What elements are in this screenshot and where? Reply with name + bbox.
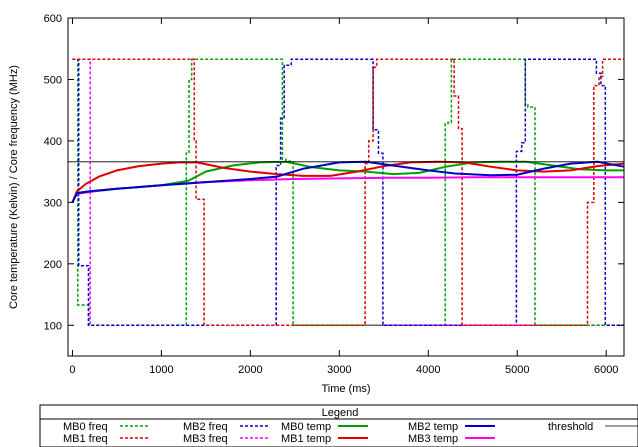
legend-label-mb0-temp: MB0 temp: [281, 421, 331, 433]
series-line-mb0-temp: [71, 160, 624, 203]
legend-label-mb2-freq: MB2 freq: [183, 421, 228, 433]
plot-frame: [67, 17, 625, 357]
y-tick-label: 500: [44, 74, 62, 86]
series-line-mb1-temp: [71, 160, 625, 203]
y-axis: 100 200 300 400 500 600: [44, 13, 624, 332]
legend-label-mb1-temp: MB1 temp: [281, 433, 331, 445]
series-line-mb2-freq: [72, 58, 624, 327]
series-line-mb3-temp: [71, 176, 624, 203]
x-tick-label: 4000: [416, 364, 440, 376]
x-tick-label: 1000: [149, 364, 173, 376]
y-tick-label: 600: [44, 13, 62, 25]
series-line-mb3-freq: [72, 58, 624, 327]
y-tick-label: 100: [44, 320, 62, 332]
x-axis: 0 1000 2000 3000 4000 5000 6000: [69, 18, 618, 376]
x-tick-label: 5000: [505, 364, 529, 376]
legend-label-mb1-freq: MB1 freq: [63, 433, 108, 445]
x-axis-label: Time (ms): [321, 383, 370, 395]
y-tick-label: 400: [44, 136, 62, 148]
y-tick-label: 300: [44, 197, 62, 209]
series-line-mb2-temp: [71, 160, 625, 203]
legend-label-mb2-temp: MB2 temp: [408, 421, 458, 433]
x-tick-label: 2000: [238, 364, 262, 376]
legend-label-mb3-freq: MB3 freq: [183, 433, 228, 445]
x-tick-label: 3000: [327, 364, 351, 376]
legend-label-mb3-temp: MB3 temp: [408, 433, 458, 445]
x-tick-label: 0: [69, 364, 75, 376]
y-tick-label: 200: [44, 259, 62, 271]
plot-series: [68, 58, 625, 327]
y-axis-label: Core temperature (Kelvin) / Core frequen…: [8, 65, 20, 309]
series-line-mb0-freq: [72, 58, 624, 327]
legend-title: Legend: [322, 407, 359, 419]
legend-label-threshold: threshold: [548, 421, 593, 433]
legend-label-mb0-freq: MB0 freq: [63, 421, 108, 433]
series-line-mb1-freq: [72, 58, 624, 327]
x-tick-label: 6000: [594, 364, 618, 376]
